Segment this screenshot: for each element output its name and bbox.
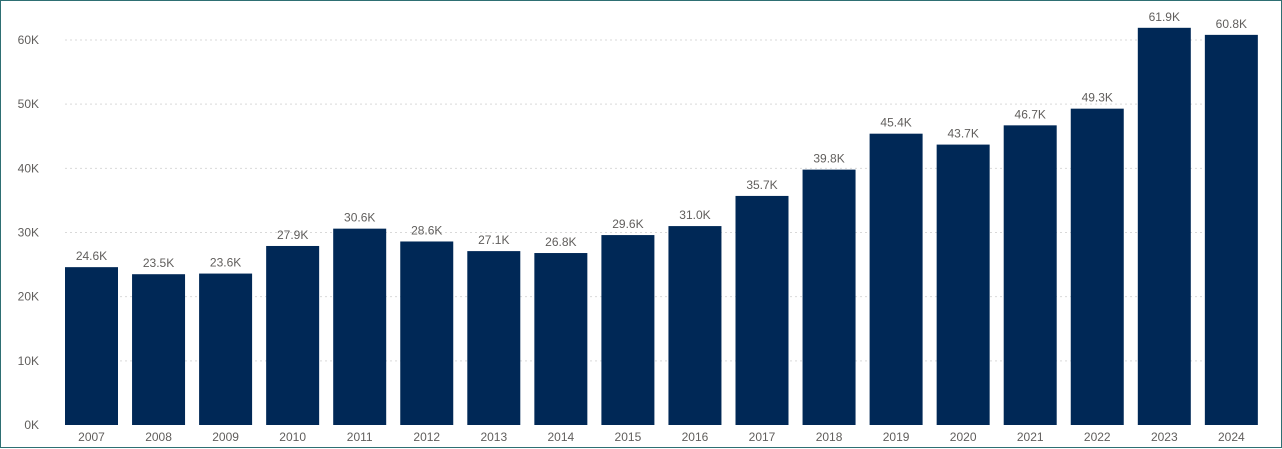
data-label: 26.8K — [545, 235, 576, 249]
x-tick-label: 2012 — [413, 430, 440, 444]
data-label: 43.7K — [947, 127, 978, 141]
bar-2007[interactable] — [65, 267, 118, 425]
bar-2017[interactable] — [735, 195, 789, 425]
bar-2013[interactable] — [467, 251, 521, 425]
bar-2023[interactable] — [1137, 27, 1191, 426]
data-label: 46.7K — [1015, 107, 1046, 121]
data-label: 24.6K — [76, 249, 107, 263]
bar-2010[interactable] — [266, 245, 320, 425]
y-tick-label: 0K — [24, 418, 39, 432]
x-tick-label: 2008 — [145, 430, 172, 444]
data-label: 31.0K — [679, 208, 710, 222]
x-tick-label: 2016 — [682, 430, 709, 444]
x-tick-label: 2015 — [615, 430, 642, 444]
bar-2009[interactable] — [199, 273, 253, 425]
y-tick-label: 20K — [18, 290, 39, 304]
data-label: 60.8K — [1216, 17, 1247, 31]
y-tick-label: 10K — [18, 354, 39, 368]
bar-2020[interactable] — [936, 144, 990, 425]
bar-2016[interactable] — [668, 226, 722, 425]
x-tick-label: 2021 — [1017, 430, 1044, 444]
bar-2012[interactable] — [400, 241, 454, 425]
x-tick-label: 2017 — [749, 430, 776, 444]
data-label: 30.6K — [344, 211, 375, 225]
y-tick-label: 60K — [18, 33, 39, 47]
x-tick-label: 2024 — [1218, 430, 1245, 444]
bar-2022[interactable] — [1070, 108, 1124, 426]
data-label: 39.8K — [813, 152, 844, 166]
bar-2015[interactable] — [601, 235, 655, 425]
bar-2014[interactable] — [534, 253, 588, 425]
data-label: 35.7K — [746, 178, 777, 192]
bar-2021[interactable] — [1003, 125, 1057, 425]
bar-2024[interactable] — [1204, 34, 1258, 425]
x-tick-label: 2018 — [816, 430, 843, 444]
bar-2018[interactable] — [802, 169, 856, 425]
data-label: 28.6K — [411, 223, 442, 237]
data-label: 23.5K — [143, 256, 174, 270]
bar-2019[interactable] — [869, 133, 923, 425]
x-tick-label: 2014 — [547, 430, 574, 444]
data-label: 23.6K — [210, 256, 241, 270]
gridlines — [65, 39, 1259, 362]
x-tick-label: 2020 — [950, 430, 977, 444]
data-label: 49.3K — [1082, 91, 1113, 105]
bar-2011[interactable] — [333, 228, 387, 425]
data-label: 27.1K — [478, 233, 509, 247]
x-tick-label: 2010 — [279, 430, 306, 444]
y-axis-ticks: 0K 10K 20K 30K 40K 50K 60K — [18, 33, 39, 432]
x-tick-label: 2022 — [1084, 430, 1111, 444]
data-labels: 24.6K 23.5K 23.6K 27.9K 30.6K 28.6K 27.1K 26.8K… — [76, 10, 1247, 270]
x-axis-ticks: 2007 2008 2009 2010 2011 2012 2013 2014 2015 2016… — [78, 430, 1245, 444]
bar-2008[interactable] — [132, 274, 186, 425]
x-tick-label: 2013 — [480, 430, 507, 444]
data-label: 29.6K — [612, 217, 643, 231]
data-label: 27.9K — [277, 228, 308, 242]
x-tick-label: 2009 — [212, 430, 239, 444]
x-tick-label: 2011 — [347, 430, 373, 444]
bars — [65, 27, 1258, 426]
y-tick-label: 50K — [18, 97, 39, 111]
x-tick-label: 2007 — [78, 430, 105, 444]
y-tick-label: 30K — [18, 226, 39, 240]
data-label: 61.9K — [1149, 10, 1180, 24]
x-tick-label: 2023 — [1151, 430, 1178, 444]
data-label: 45.4K — [880, 116, 911, 130]
x-tick-label: 2019 — [883, 430, 910, 444]
y-tick-label: 40K — [18, 161, 39, 175]
